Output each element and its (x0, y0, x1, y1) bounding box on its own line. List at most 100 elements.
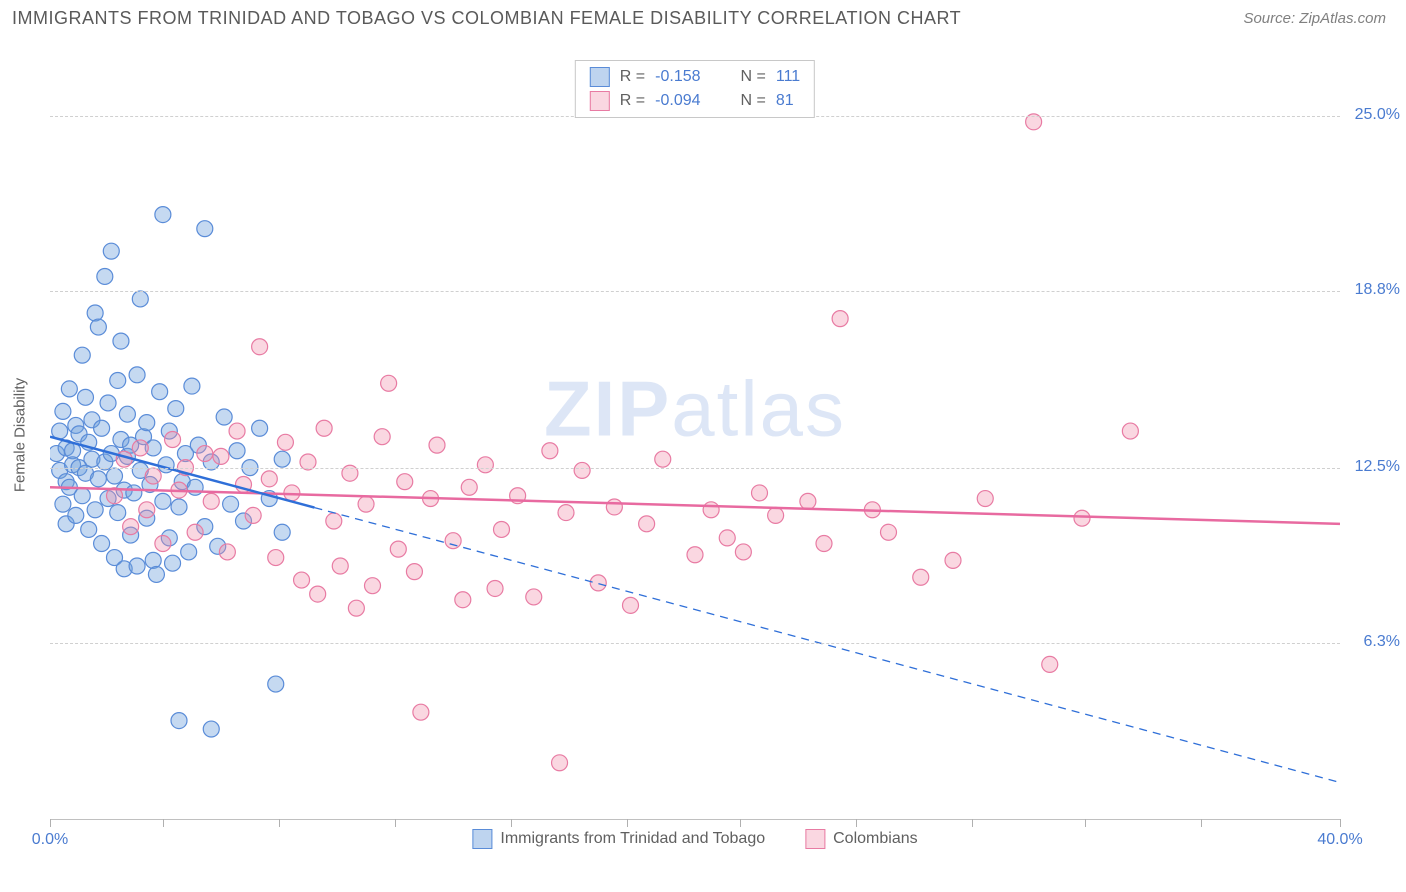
scatter-point (152, 384, 168, 400)
scatter-point (429, 437, 445, 453)
scatter-point (113, 333, 129, 349)
scatter-point (574, 462, 590, 478)
legend-swatch-blue-icon (472, 829, 492, 849)
x-tick (395, 819, 396, 827)
scatter-point (245, 507, 261, 523)
y-tick-label: 6.3% (1364, 633, 1400, 651)
scatter-point (406, 564, 422, 580)
scatter-point (816, 536, 832, 552)
scatter-point (187, 479, 203, 495)
scatter-point (397, 474, 413, 490)
scatter-point (390, 541, 406, 557)
scatter-point (381, 375, 397, 391)
scatter-plot-svg (50, 60, 1340, 819)
scatter-point (445, 533, 461, 549)
scatter-point (165, 555, 181, 571)
scatter-point (881, 524, 897, 540)
scatter-point (374, 429, 390, 445)
x-tick (972, 819, 973, 827)
scatter-point (623, 597, 639, 613)
x-tick (279, 819, 280, 827)
scatter-point (455, 592, 471, 608)
scatter-point (310, 586, 326, 602)
scatter-point (168, 401, 184, 417)
scatter-point (107, 468, 123, 484)
chart-title: IMMIGRANTS FROM TRINIDAD AND TOBAGO VS C… (12, 8, 961, 29)
scatter-point (768, 507, 784, 523)
scatter-point (203, 493, 219, 509)
scatter-point (139, 415, 155, 431)
scatter-point (74, 488, 90, 504)
x-tick (740, 819, 741, 827)
x-tick (856, 819, 857, 827)
scatter-point (655, 451, 671, 467)
source-label: Source: ZipAtlas.com (1243, 10, 1386, 27)
n-label: N = (741, 89, 766, 113)
scatter-point (752, 485, 768, 501)
scatter-point (526, 589, 542, 605)
legend-swatch-pink-icon (805, 829, 825, 849)
n-label: N = (741, 65, 766, 89)
scatter-point (703, 502, 719, 518)
correlation-legend-row-1: R = -0.158 N = 111 (590, 65, 800, 89)
scatter-point (81, 521, 97, 537)
scatter-point (110, 372, 126, 388)
grid-line (50, 468, 1340, 469)
scatter-point (223, 496, 239, 512)
scatter-point (1074, 510, 1090, 526)
scatter-point (184, 378, 200, 394)
scatter-point (155, 493, 171, 509)
scatter-point (119, 406, 135, 422)
x-tick (163, 819, 164, 827)
scatter-point (332, 558, 348, 574)
scatter-point (1122, 423, 1138, 439)
header-row: IMMIGRANTS FROM TRINIDAD AND TOBAGO VS C… (0, 0, 1406, 33)
legend-item-trinidad: Immigrants from Trinidad and Tobago (472, 829, 765, 849)
scatter-point (229, 423, 245, 439)
scatter-point (252, 420, 268, 436)
scatter-point (461, 479, 477, 495)
legend-item-colombians: Colombians (805, 829, 917, 849)
scatter-point (274, 451, 290, 467)
y-axis-label: Female Disability (12, 378, 29, 492)
n-value-2: 81 (776, 89, 794, 113)
scatter-point (326, 513, 342, 529)
series-legend: Immigrants from Trinidad and Tobago Colo… (472, 829, 917, 849)
legend-label-colombians: Colombians (833, 830, 917, 848)
y-tick-label: 12.5% (1355, 458, 1400, 476)
r-value-2: -0.094 (655, 89, 700, 113)
legend-label-trinidad: Immigrants from Trinidad and Tobago (500, 830, 765, 848)
scatter-point (261, 471, 277, 487)
scatter-point (155, 536, 171, 552)
scatter-point (87, 502, 103, 518)
scatter-point (94, 536, 110, 552)
scatter-point (268, 550, 284, 566)
scatter-point (606, 499, 622, 515)
scatter-point (639, 516, 655, 532)
scatter-point (477, 457, 493, 473)
scatter-point (203, 721, 219, 737)
scatter-point (68, 507, 84, 523)
scatter-point (77, 389, 93, 405)
scatter-point (197, 446, 213, 462)
scatter-point (129, 367, 145, 383)
scatter-point (800, 493, 816, 509)
chart-container: Female Disability ZIPatlas R = -0.158 N … (50, 40, 1380, 830)
scatter-point (100, 395, 116, 411)
scatter-point (90, 319, 106, 335)
scatter-point (110, 505, 126, 521)
plot-area: ZIPatlas R = -0.158 N = 111 R = -0.094 N… (50, 60, 1340, 820)
scatter-point (358, 496, 374, 512)
scatter-point (165, 432, 181, 448)
scatter-point (735, 544, 751, 560)
x-tick (627, 819, 628, 827)
scatter-point (719, 530, 735, 546)
scatter-point (94, 420, 110, 436)
scatter-point (132, 291, 148, 307)
scatter-point (87, 305, 103, 321)
legend-swatch-blue-icon (590, 67, 610, 87)
scatter-point (155, 207, 171, 223)
scatter-point (145, 468, 161, 484)
scatter-point (181, 544, 197, 560)
x-tick (50, 819, 51, 827)
